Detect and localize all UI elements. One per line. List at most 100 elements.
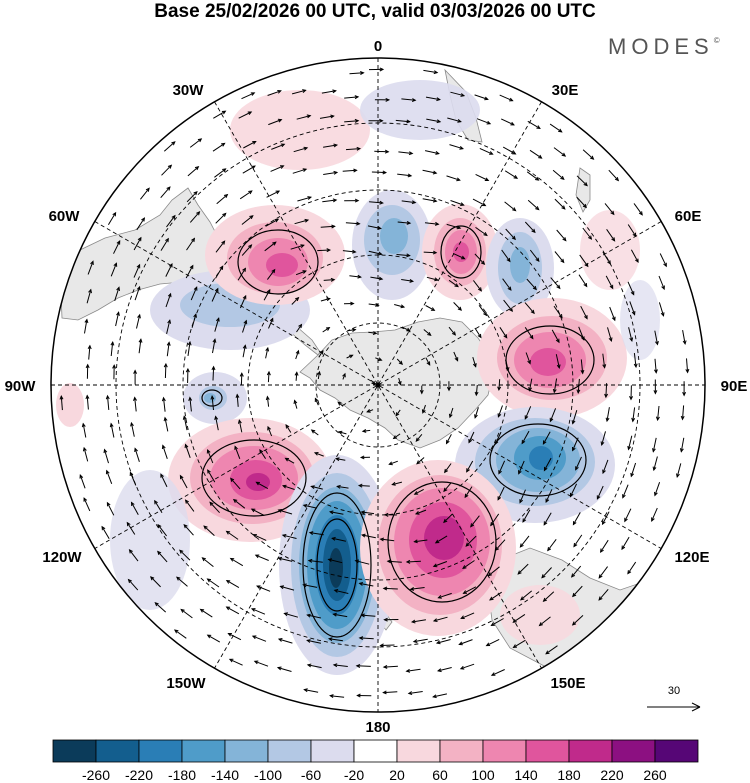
wind-arrow-head — [247, 111, 253, 116]
wind-arrow-head — [109, 422, 114, 428]
wind-arrow — [87, 261, 94, 275]
wind-arrow-head — [602, 364, 607, 369]
wind-arrow-head — [434, 221, 440, 226]
wind-arrow-head — [517, 570, 522, 575]
wind-arrow — [414, 539, 428, 543]
wind-arrow — [392, 481, 403, 486]
wind-arrow-head — [221, 240, 226, 245]
wind-arrow — [241, 244, 252, 256]
wind-arrow — [601, 431, 606, 446]
brand-name: MODES — [608, 34, 714, 59]
wind-arrow-head — [327, 637, 333, 642]
wind-arrow — [500, 118, 515, 126]
wind-arrow-head — [555, 338, 560, 344]
wind-arrow-head — [652, 448, 656, 453]
wind-arrow-head — [663, 262, 667, 268]
wind-arrow-head — [406, 253, 411, 258]
wind-arrow — [554, 198, 566, 210]
wind-arrow-head — [372, 331, 378, 335]
wind-arrow-head — [676, 473, 680, 479]
wind-arrow — [207, 578, 220, 588]
wind-arrow-head — [302, 168, 308, 172]
wind-arrow — [320, 298, 330, 302]
wind-arrow — [425, 96, 440, 101]
wind-arrow-head — [168, 262, 173, 268]
wind-arrow-head — [197, 138, 203, 143]
wind-arrow — [475, 173, 489, 181]
wind-arrow — [380, 538, 395, 542]
wind-arrow-head — [474, 391, 479, 397]
wind-arrow — [207, 449, 214, 464]
wind-arrow — [164, 417, 169, 432]
wind-arrow-head — [325, 326, 331, 331]
wind-arrow — [443, 513, 453, 523]
wind-arrow-head — [267, 425, 271, 431]
wind-arrow — [202, 557, 214, 567]
wind-arrow — [179, 475, 188, 489]
wind-arrow — [406, 560, 421, 563]
wind-arrow — [209, 502, 220, 514]
wind-arrow-head — [481, 202, 487, 207]
wind-arrow — [426, 276, 438, 281]
colorbar-tick-label: -20 — [344, 767, 364, 783]
wind-arrow — [129, 549, 139, 562]
wind-arrow — [165, 263, 173, 277]
wind-arrow — [285, 457, 295, 464]
colorbar-tick-label: 180 — [557, 767, 581, 783]
wind-arrow — [502, 146, 516, 155]
wind-arrow-head — [545, 650, 550, 655]
wind-arrow-head — [601, 520, 606, 526]
wind-arrow — [216, 194, 228, 205]
wind-arrow — [185, 499, 195, 512]
wind-arrow-head — [459, 665, 465, 670]
wind-arrow-head — [542, 440, 547, 445]
wind-arrow-head — [682, 340, 687, 346]
wind-arrow — [545, 645, 558, 655]
wind-arrow — [489, 591, 502, 601]
wind-arrow-head — [265, 346, 270, 352]
wind-arrow-head — [572, 592, 577, 598]
wind-arrow-head — [307, 196, 313, 200]
wind-arrow-head — [283, 612, 288, 617]
wind-arrow-head — [509, 97, 514, 102]
wind-arrow-head — [427, 331, 432, 337]
wind-arrow-head — [355, 664, 361, 668]
colorbar-swatch — [95, 739, 140, 763]
wind-arrow — [86, 289, 92, 304]
wind-arrow — [422, 404, 426, 413]
wind-arrow-head — [630, 472, 635, 478]
wind-arrow — [314, 452, 324, 457]
wind-arrow — [422, 198, 437, 202]
wind-arrow — [472, 198, 486, 207]
wind-arrow — [542, 431, 551, 445]
wind-arrow — [401, 326, 411, 332]
wind-arrow — [319, 115, 334, 119]
wind-arrow-head — [326, 248, 332, 253]
wind-arrow — [573, 534, 583, 547]
wind-arrow-head — [157, 550, 162, 555]
wind-arrow — [230, 478, 241, 490]
wind-arrow — [423, 329, 432, 336]
wind-arrow — [543, 457, 552, 471]
wind-arrow — [470, 515, 480, 528]
wind-arrow-head — [583, 182, 588, 187]
wind-arrow — [436, 639, 451, 644]
wind-arrow — [237, 268, 246, 281]
wind-arrow-head — [383, 512, 389, 517]
wind-arrow-head — [679, 448, 684, 453]
wind-arrow — [425, 305, 435, 311]
wind-arrow-head — [406, 327, 411, 332]
wind-arrow — [165, 293, 172, 308]
wind-arrow — [355, 560, 370, 565]
wind-arrow — [259, 449, 267, 459]
wind-arrow — [191, 314, 197, 328]
colorbar-tick-label: 220 — [600, 767, 624, 783]
wind-arrow — [255, 554, 269, 561]
wind-arrow-head — [522, 518, 527, 523]
wind-arrow-head — [302, 504, 308, 508]
wind-arrow — [555, 354, 560, 369]
wind-arrow-head — [435, 151, 440, 155]
wind-arrow-head — [230, 477, 235, 482]
wind-arrow-head — [583, 282, 588, 288]
